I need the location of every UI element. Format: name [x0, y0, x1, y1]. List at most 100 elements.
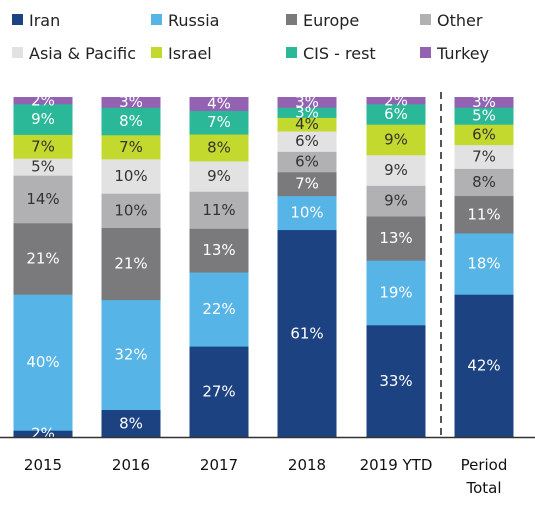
bar-2017: [189, 97, 249, 438]
legend-label: Russia: [168, 11, 219, 30]
bar-segment-iran: [13, 430, 73, 438]
data-label: 42%: [467, 357, 500, 375]
data-label: 8%: [472, 173, 496, 191]
data-label: 7%: [472, 148, 496, 166]
bar-segment-iran: [277, 229, 337, 438]
legend-item-asia-pacific: Asia & Pacific: [12, 44, 136, 63]
data-label: 8%: [119, 414, 143, 432]
data-label: 3%: [119, 93, 143, 111]
data-label: 21%: [26, 250, 59, 268]
data-label: 22%: [202, 300, 235, 318]
data-label: 6%: [472, 125, 496, 143]
bar-segment-israel: [101, 134, 161, 160]
bar-segment-europe: [277, 171, 337, 197]
data-label: 61%: [290, 324, 323, 342]
bar-segment-russia: [454, 233, 514, 295]
bar-segment-turkey: [101, 97, 161, 108]
data-label: 9%: [384, 161, 408, 179]
x-tick-label: 2018: [288, 456, 326, 474]
legend-item-europe: Europe: [286, 11, 359, 30]
legend-swatch: [420, 47, 431, 58]
bar-segment-asia-pacific: [366, 154, 426, 186]
bar-segment-other: [366, 185, 426, 217]
bar-segment-cis-rest: [101, 107, 161, 136]
bar-segment-turkey: [277, 97, 337, 108]
bar-2018: [277, 97, 337, 438]
legend-swatch: [286, 14, 297, 25]
bar-segment-russia: [189, 272, 249, 347]
data-label: 2%: [31, 425, 55, 443]
data-label: 18%: [467, 255, 500, 273]
bar-segment-iran: [366, 324, 426, 438]
data-label: 40%: [26, 353, 59, 371]
data-label: 2%: [384, 91, 408, 109]
bar-segment-turkey: [454, 97, 514, 108]
legend-swatch: [286, 47, 297, 58]
bar-segment-cis-rest: [13, 103, 73, 135]
bar-segment-iran: [189, 346, 249, 438]
legend-label: Europe: [303, 11, 359, 30]
legend: Iran Russia Europe Other Asia & Pacific Israe…: [12, 11, 489, 63]
data-label: 11%: [467, 205, 500, 223]
data-label: 9%: [384, 192, 408, 210]
bar-segment-israel: [13, 134, 73, 159]
data-label: 21%: [114, 255, 147, 273]
legend-label: Israel: [168, 44, 212, 63]
bar-segment-israel: [454, 124, 514, 146]
data-label: 14%: [26, 190, 59, 208]
bar-segment-russia: [13, 294, 73, 431]
data-label: 4%: [295, 115, 319, 133]
data-label: 9%: [207, 167, 231, 185]
data-label: 9%: [31, 110, 55, 128]
bar-period-total: [454, 97, 514, 438]
bar-segment-russia: [277, 195, 337, 231]
legend-swatch: [12, 47, 23, 58]
x-axis: 2015 2016 2017 2018 2019 YTD Period Total: [0, 436, 535, 497]
data-label: 10%: [114, 167, 147, 185]
data-label: 5%: [31, 158, 55, 176]
legend-label: Asia & Pacific: [29, 44, 136, 63]
legend-item-other: Other: [420, 11, 483, 30]
data-label: 19%: [379, 284, 412, 302]
bar-2015: [13, 97, 73, 438]
data-label: 3%: [295, 93, 319, 111]
bar-segment-europe: [189, 228, 249, 273]
data-label: 27%: [202, 383, 235, 401]
segment-labels: 2%40%21%14%5%7%9%2%8%32%21%10%10%7%8%3%2…: [26, 91, 500, 442]
data-label: 3%: [295, 103, 319, 121]
bar-segment-turkey: [366, 97, 426, 105]
legend-label: Iran: [29, 11, 60, 30]
bar-segment-asia-pacific: [277, 131, 337, 152]
bar-segment-other: [13, 175, 73, 224]
bar-segment-russia: [366, 260, 426, 326]
bar-2016: [101, 97, 161, 438]
bar-segment-europe: [366, 216, 426, 261]
legend-swatch: [12, 14, 23, 25]
bar-segment-cis-rest: [454, 107, 514, 125]
bar-segment-turkey: [13, 97, 73, 105]
data-label: 7%: [207, 113, 231, 131]
x-tick-label: 2016: [112, 456, 150, 474]
legend-item-russia: Russia: [151, 11, 219, 30]
legend-swatch: [151, 47, 162, 58]
bar-segment-cis-rest: [189, 110, 249, 135]
bar-segment-asia-pacific: [189, 160, 249, 192]
legend-label: Turkey: [436, 44, 489, 63]
data-label: 2%: [31, 91, 55, 109]
bar-segment-asia-pacific: [13, 158, 73, 176]
bar-segment-other: [454, 168, 514, 197]
bar-segment-cis-rest: [277, 107, 337, 118]
data-label: 5%: [472, 107, 496, 125]
bar-segment-cis-rest: [366, 103, 426, 125]
data-label: 7%: [31, 137, 55, 155]
bar-segment-asia-pacific: [101, 158, 161, 194]
bar-segment-europe: [101, 227, 161, 301]
legend-item-israel: Israel: [151, 44, 212, 63]
bar-segment-other: [101, 193, 161, 229]
data-label: 6%: [295, 153, 319, 171]
data-label: 6%: [384, 105, 408, 123]
bar-segment-israel: [189, 134, 249, 162]
bar-segment-europe: [454, 195, 514, 234]
legend-swatch: [151, 14, 162, 25]
